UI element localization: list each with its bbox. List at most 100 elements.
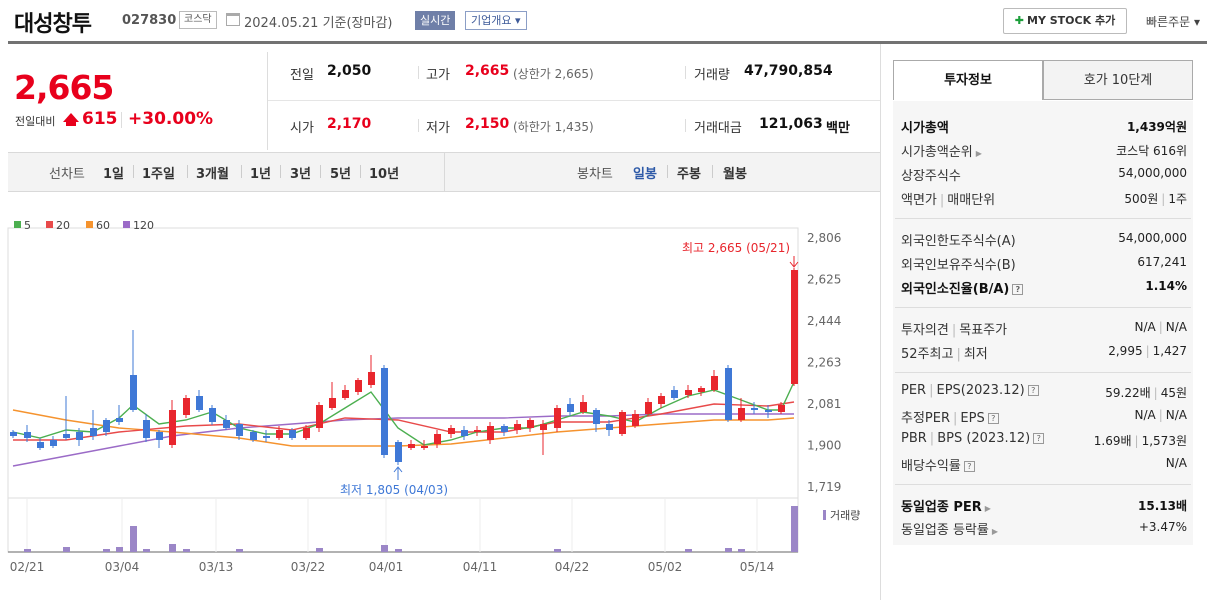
face-unit-value: 500원 | 1주 [1124, 192, 1187, 206]
quick-order-label: 빠른주문 [1146, 15, 1191, 29]
candle-body [487, 426, 494, 440]
per-eps-label: PER | EPS(2023.12)? [901, 383, 1039, 398]
period-5y[interactable]: 5년 [330, 167, 352, 182]
ma-line-20 [13, 401, 795, 441]
stock-code: 027830 [122, 13, 177, 28]
divider [121, 112, 122, 128]
candle-body [645, 402, 652, 414]
candle-monthly[interactable]: 월봉 [723, 167, 747, 182]
candle-body [738, 408, 745, 420]
candle-body [765, 410, 772, 412]
candle-weekly[interactable]: 주봉 [677, 167, 701, 182]
foreign-rate-label: 외국인소진율(B/A)? [901, 278, 1024, 297]
candle-body [209, 408, 216, 422]
low-value: 2,150 [465, 116, 510, 132]
period-3m[interactable]: 3개월 [196, 167, 229, 182]
foreign-rate-value: 1.14% [1145, 279, 1187, 293]
volume-bar [725, 548, 732, 552]
help-icon[interactable]: ? [987, 413, 999, 424]
est-eps-label: EPS [960, 411, 985, 426]
prev-close-value: 2,050 [327, 63, 372, 79]
tab-invest-info[interactable]: 투자정보 [893, 60, 1043, 100]
candle-body [130, 375, 137, 410]
my-stock-add-button[interactable]: ✚ MY STOCK 추가 [1003, 8, 1127, 34]
candle-body [156, 432, 163, 440]
divider [360, 165, 361, 178]
period-3y[interactable]: 3년 [290, 167, 312, 182]
ma-legend-label: 60 [96, 219, 110, 232]
up-arrow-icon [63, 113, 79, 122]
candle-body [116, 418, 123, 422]
up-arrow-stem [66, 121, 76, 126]
period-1y[interactable]: 1년 [250, 167, 272, 182]
candle-body [567, 404, 574, 412]
period-1d[interactable]: 1일 [103, 167, 125, 182]
industry-rate-label[interactable]: 동일업종 등락률 ▶ [901, 519, 998, 538]
period-1w[interactable]: 1주일 [142, 167, 175, 182]
candle-body [725, 368, 732, 420]
price-change: 615 [82, 109, 118, 129]
foreign-hold-label: 외국인보유주식수(B) [901, 258, 1016, 273]
ma-legend-swatch [46, 221, 53, 228]
help-icon[interactable]: ? [1033, 433, 1045, 444]
dividend-text: 배당수익률 [901, 459, 961, 474]
ma-line-5 [12, 381, 795, 446]
face-label: 액면가 [901, 193, 937, 208]
unit-label: 매매단위 [947, 193, 996, 208]
bps-value: 1,573원 [1141, 434, 1187, 448]
candle-body [698, 388, 705, 392]
pbr-bps-label: PBR | BPS (2023.12)? [901, 431, 1045, 446]
face-unit-label: 액면가 | 매매단위 [901, 193, 996, 208]
low-annotation: 최저 1,805 (04/03) [340, 483, 448, 497]
candle-body [143, 420, 150, 438]
prev-change-label: 전일대비 [15, 115, 56, 128]
high-value: 2,665 [465, 63, 510, 79]
corp-info-dropdown[interactable]: 기업개요 ▾ [465, 11, 527, 30]
mcap-rank-label[interactable]: 시가총액순위 ▶ [901, 141, 982, 160]
tab-orderbook[interactable]: 호가 10단계 [1043, 60, 1193, 100]
candle-body [778, 405, 785, 412]
ma-legend-swatch [123, 221, 130, 228]
y-tick-label: 2,081 [807, 397, 841, 411]
candle-body [236, 424, 243, 436]
volume-bar [103, 549, 110, 552]
help-icon[interactable]: ? [1027, 385, 1039, 396]
divider [241, 165, 242, 178]
period-10y[interactable]: 10년 [369, 167, 400, 182]
candle-body [448, 428, 455, 434]
candle-daily[interactable]: 일봉 [633, 167, 657, 182]
high-annotation: 최고 2,665 (05/21) [682, 241, 790, 255]
quick-order-button[interactable]: 빠른주문 ▾ [1146, 13, 1200, 30]
candle-body [434, 434, 441, 444]
candle-body [619, 412, 626, 434]
volume-label: 거래량 [694, 68, 730, 83]
volume-bar [130, 526, 137, 552]
candle-chart-label: 봉차트 [577, 167, 613, 182]
candle-body [263, 436, 270, 438]
divider [895, 372, 1191, 373]
divider [187, 165, 188, 178]
mcap-rank-value: 코스닥 616위 [1116, 144, 1187, 158]
volume-bar [169, 544, 176, 552]
volume-plot-frame [7, 497, 799, 553]
candle-body [791, 270, 798, 384]
invest-info-panel [893, 101, 1193, 545]
help-icon[interactable]: ? [1012, 284, 1024, 295]
opinion-target-value: N/A | N/A [1134, 320, 1187, 334]
candle-body [474, 430, 481, 432]
candle-body [90, 428, 97, 436]
candle-body [685, 390, 692, 395]
help-icon[interactable]: ? [963, 461, 975, 472]
price-chart[interactable]: 2,806 2,625 2,444 2,263 2,081 1,900 1,719 5 20 60… [0, 200, 880, 600]
volume-bar [236, 549, 243, 552]
divider [133, 165, 134, 178]
realtime-button[interactable]: 실시간 [415, 11, 456, 30]
y-tick-label: 2,806 [807, 231, 841, 245]
panel-divider [880, 44, 881, 600]
header-divider [8, 41, 1207, 44]
my-stock-label: MY STOCK 추가 [1027, 14, 1116, 27]
candle-body [395, 442, 402, 462]
plus-icon: ✚ [1014, 14, 1025, 27]
x-tick-label: 03/22 [291, 560, 326, 574]
industry-per-label[interactable]: 동일업종 PER ▶ [901, 496, 991, 515]
